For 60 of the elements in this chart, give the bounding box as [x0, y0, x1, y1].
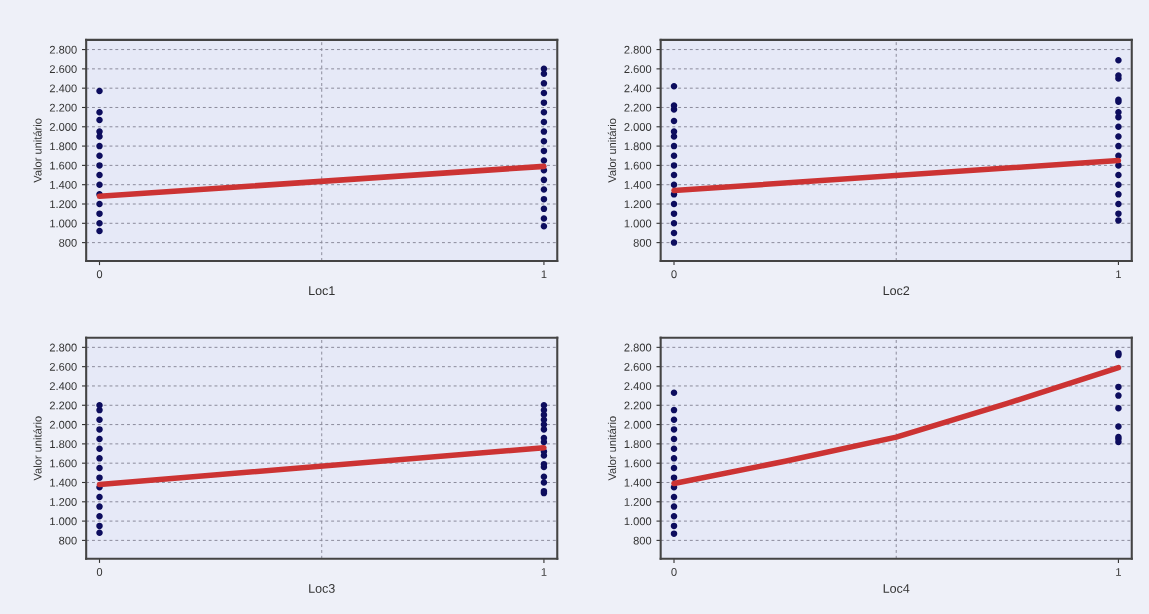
- x-tick-label: 1: [541, 568, 547, 576]
- x-axis-title: Loc2: [883, 286, 910, 296]
- y-tick-label: 1.200: [50, 200, 77, 209]
- y-tick-label: 2.000: [624, 123, 652, 131]
- x-tick-label: 1: [541, 270, 547, 279]
- y-tick-label: 1.600: [50, 161, 77, 170]
- y-axis-title: Valor unitário: [607, 416, 617, 481]
- y-tick-label: 2.800: [49, 343, 77, 352]
- y-tick-label: 1.600: [624, 459, 652, 468]
- y-tick-label: 2.600: [624, 65, 652, 73]
- y-tick-label: 1.800: [624, 142, 652, 151]
- y-axis-title: Valor unitário: [607, 118, 617, 183]
- y-tick-label: 2.200: [49, 103, 77, 112]
- y-tick-label: 2.600: [624, 362, 652, 371]
- y-tick-label: 1.000: [624, 219, 652, 228]
- y-tick-label: 2.400: [49, 84, 77, 93]
- y-tick-label: 1.600: [50, 459, 77, 468]
- y-tick-label: 1.200: [624, 200, 652, 209]
- y-tick-label: 2.200: [624, 401, 652, 410]
- y-tick-label: 1.400: [624, 478, 652, 487]
- y-tick-label: 1.800: [624, 440, 652, 449]
- x-axis-title: Loc1: [309, 286, 335, 296]
- y-tick-label: 1.400: [624, 180, 652, 189]
- y-tick-label: 1.000: [624, 517, 652, 526]
- y-tick-label: 800: [633, 238, 652, 247]
- y-tick-label: 2.000: [624, 420, 652, 429]
- y-tick-label: 2.800: [624, 45, 652, 54]
- y-axis-title: Valor unitário: [33, 118, 42, 183]
- y-tick-label: 1.200: [50, 498, 77, 506]
- y-tick-label: 1.400: [50, 478, 77, 487]
- y-tick-label: 2.200: [624, 103, 652, 112]
- y-axis-title: Valor unitário: [33, 416, 42, 481]
- y-tick-label: 1.200: [624, 498, 652, 506]
- y-tick-label: 800: [633, 536, 652, 545]
- y-tick-label: 2.400: [49, 382, 77, 391]
- x-tick-label: 0: [671, 270, 677, 279]
- y-tick-label: 800: [59, 536, 77, 545]
- x-axis-title: Loc4: [883, 584, 910, 593]
- y-tick-label: 2.400: [624, 84, 652, 93]
- x-tick-label: 1: [1116, 270, 1121, 279]
- x-axis-title: Loc3: [309, 584, 335, 593]
- y-tick-label: 1.000: [50, 219, 77, 228]
- x-tick-label: 0: [671, 568, 677, 576]
- x-tick-label: 0: [96, 270, 103, 279]
- y-tick-label: 2.000: [49, 420, 77, 429]
- y-tick-label: 2.200: [49, 401, 77, 410]
- y-tick-label: 800: [59, 238, 77, 247]
- y-tick-label: 2.800: [624, 343, 652, 352]
- y-tick-label: 2.000: [49, 123, 77, 131]
- y-tick-label: 1.400: [50, 180, 77, 189]
- x-tick-label: 0: [96, 568, 103, 576]
- y-tick-label: 1.800: [50, 440, 77, 449]
- y-tick-label: 2.600: [49, 65, 77, 73]
- y-tick-label: 1.600: [624, 161, 652, 170]
- x-tick-label: 1: [1116, 568, 1121, 576]
- y-tick-label: 2.400: [624, 382, 652, 391]
- y-tick-label: 2.600: [49, 362, 77, 371]
- y-tick-label: 2.800: [49, 45, 77, 54]
- y-tick-label: 1.800: [50, 142, 77, 151]
- y-tick-label: 1.000: [50, 517, 77, 526]
